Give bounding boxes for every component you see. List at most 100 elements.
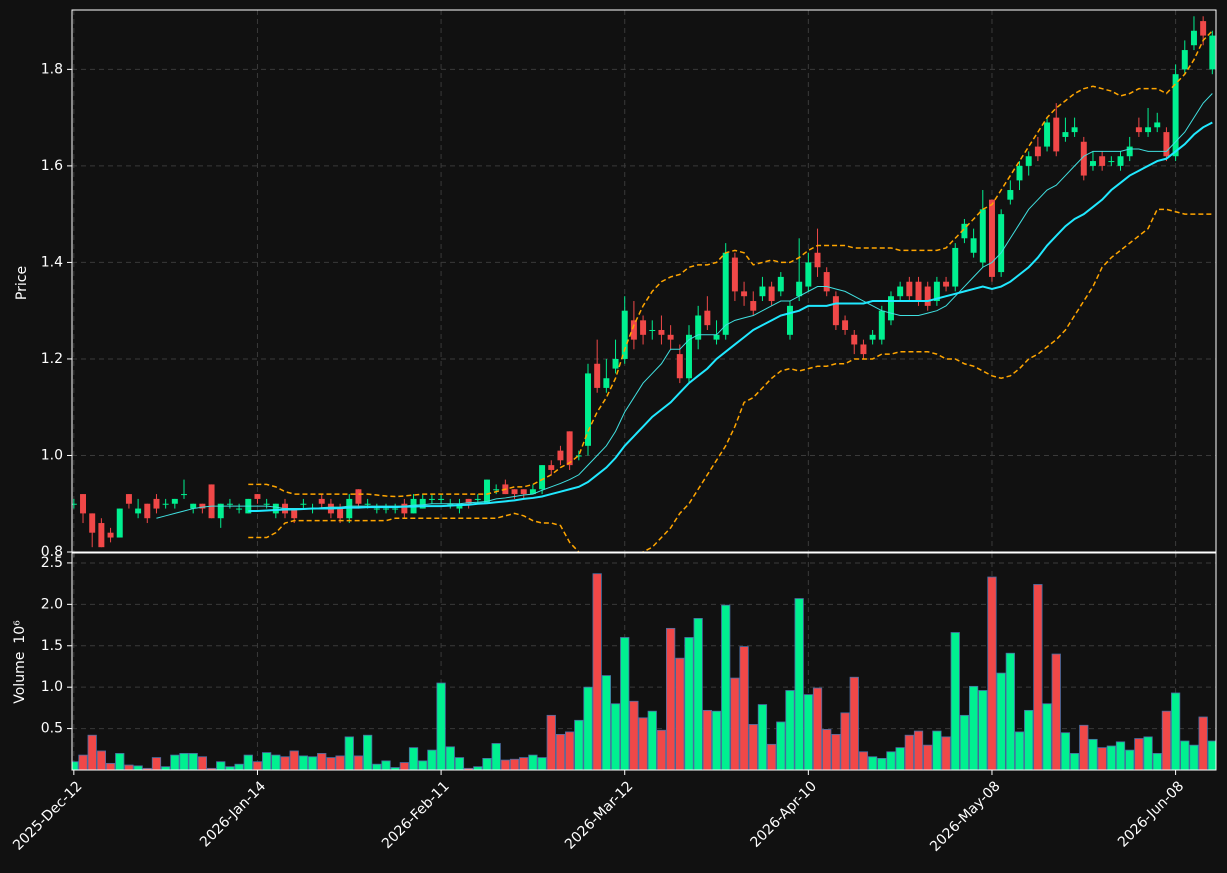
candle-body (318, 498, 325, 504)
y-tick-label: 0.5 (41, 721, 63, 737)
volume-bar (904, 734, 914, 770)
volume-bar (427, 749, 437, 770)
candle-body (125, 494, 132, 504)
candle-body (970, 238, 977, 253)
volume-bar (491, 743, 501, 770)
candle-body (630, 320, 637, 340)
candle-body (612, 358, 619, 369)
volume-bar (739, 646, 749, 770)
volume-bar (721, 604, 731, 770)
volume-bar (408, 747, 419, 770)
volume-bar (124, 764, 134, 770)
candle-body (860, 344, 867, 355)
y-tick-label: 2.0 (41, 596, 63, 612)
volume-bar (1005, 652, 1015, 770)
candle-body (548, 465, 555, 470)
volume-bar (656, 729, 667, 770)
candle-body (89, 513, 96, 533)
candle-body (272, 503, 279, 514)
volume-bar (693, 618, 703, 770)
candle-body (1099, 156, 1106, 166)
candle-body (392, 508, 399, 510)
volume-bar (519, 757, 529, 770)
volume-bar (1115, 741, 1126, 770)
volume-bar (436, 682, 446, 770)
volume-bar (500, 759, 510, 770)
candle-body (575, 455, 582, 457)
volume-bar (262, 752, 272, 770)
volume-bar (482, 758, 492, 770)
volume-bar (867, 756, 878, 770)
candle-body (1126, 146, 1133, 157)
volume-bar (1069, 753, 1080, 770)
volume-bar (950, 632, 960, 770)
candle-body (1190, 30, 1197, 46)
candle-body (768, 286, 775, 302)
candle-body (1044, 122, 1051, 147)
volume-bar (1051, 653, 1061, 770)
volume-bar (1170, 692, 1181, 770)
volume-bar (1161, 710, 1172, 770)
volume-bar (372, 763, 382, 770)
y-tick-label: 1.4 (41, 254, 63, 270)
candle-body (777, 276, 784, 292)
candle-body (1181, 50, 1188, 70)
candle-body (162, 503, 169, 505)
volume-bar (353, 755, 364, 770)
candle-body (695, 315, 702, 340)
candle-body (621, 310, 628, 359)
candle-body (419, 498, 426, 509)
volume-bar (1143, 736, 1153, 770)
volume-bar (620, 637, 630, 770)
volume-bar (730, 677, 740, 770)
volume-bar (1134, 738, 1144, 770)
volume-frame (71, 552, 1217, 771)
candle-body (226, 503, 233, 505)
candle-body (915, 281, 922, 302)
candle-body (181, 494, 187, 496)
candle-body (199, 503, 206, 509)
volume-bar (766, 743, 777, 770)
volume-bar (216, 761, 226, 770)
candle-body (474, 498, 481, 500)
candle-body (1135, 127, 1142, 133)
volume-bar (794, 598, 804, 770)
candle-body (1145, 127, 1152, 133)
candle-body (998, 214, 1005, 273)
indicator-line (248, 208, 1213, 552)
volume-label: Volume (12, 652, 28, 704)
candle-body (383, 508, 389, 510)
candle-body (135, 508, 142, 514)
volume-bar (592, 573, 602, 770)
candle-body (887, 296, 894, 321)
volume-bar (959, 714, 970, 770)
volume-bar (812, 687, 823, 770)
volume-bar (1180, 740, 1190, 770)
candle-body (988, 199, 995, 277)
volume-bar (1207, 740, 1216, 770)
candle-body (171, 498, 178, 504)
volume-offset: 10⁶ (12, 620, 28, 644)
volume-bar (335, 755, 345, 770)
volume-bar (326, 757, 336, 770)
candle-body (511, 489, 518, 495)
volume-bar (757, 704, 768, 770)
candle-body (300, 503, 307, 505)
candle-body (80, 494, 87, 514)
candle-body (594, 363, 601, 388)
candle-body (1062, 132, 1069, 137)
volume-bar (1024, 709, 1034, 770)
candle-body (107, 532, 114, 538)
y-tick-label: 1.6 (41, 158, 63, 174)
candle-body (355, 489, 362, 504)
volume-bar (895, 747, 905, 770)
candle-body (933, 281, 940, 302)
candle-body (823, 272, 830, 292)
candle-body (1117, 156, 1124, 166)
volume-bar (418, 760, 428, 770)
volume-bar (115, 753, 125, 770)
volume-bar (1042, 703, 1052, 770)
candle-body (686, 334, 692, 379)
volume-bar (610, 703, 621, 770)
